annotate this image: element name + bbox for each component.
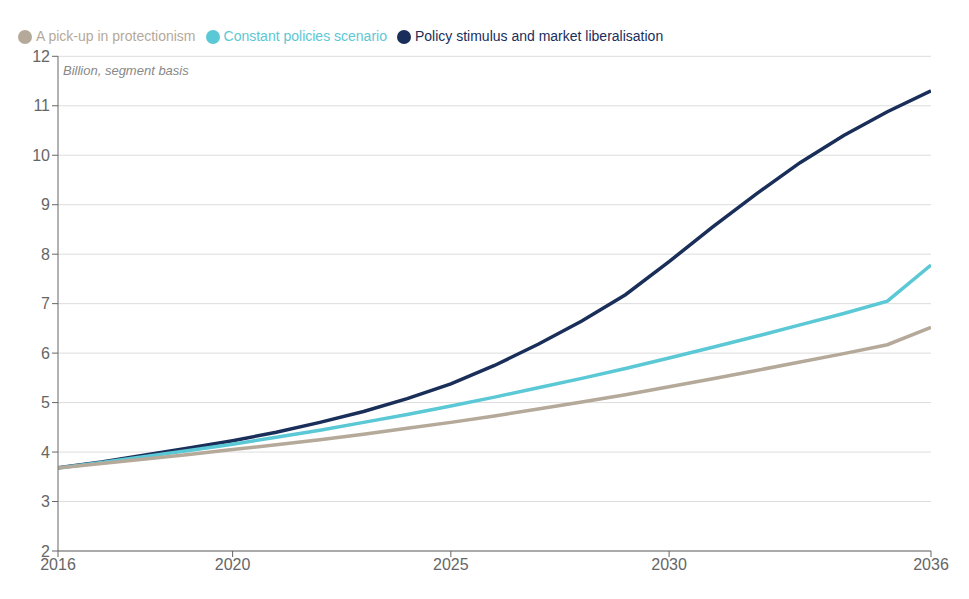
svg-text:6: 6 (41, 345, 50, 362)
html-text:Policy stimulus and market lib: Policy stimulus and market liberalisatio… (415, 28, 664, 44)
svg-text:4: 4 (41, 444, 50, 461)
svg-text:2030: 2030 (651, 556, 687, 573)
svg-text:2025: 2025 (433, 556, 469, 573)
svg-text:3: 3 (41, 493, 50, 510)
html-text:A pick-up in protectionism: A pick-up in protectionism (36, 28, 196, 44)
svg-text:8: 8 (41, 246, 50, 263)
svg-text:11: 11 (33, 97, 50, 114)
svg-text:Billion, segment basis: Billion, segment basis (63, 63, 189, 78)
svg-text:12: 12 (32, 48, 50, 65)
svg-text:2036: 2036 (913, 556, 949, 573)
svg-text:5: 5 (41, 394, 50, 411)
svg-text:2020: 2020 (215, 556, 251, 573)
svg-text:9: 9 (41, 196, 50, 213)
svg-text:2016: 2016 (40, 556, 76, 574)
svg-text:10: 10 (32, 147, 50, 164)
svg-text:7: 7 (41, 295, 50, 312)
html-text:Constant policies scenario: Constant policies scenario (223, 28, 387, 44)
svg-text:2: 2 (41, 543, 50, 560)
